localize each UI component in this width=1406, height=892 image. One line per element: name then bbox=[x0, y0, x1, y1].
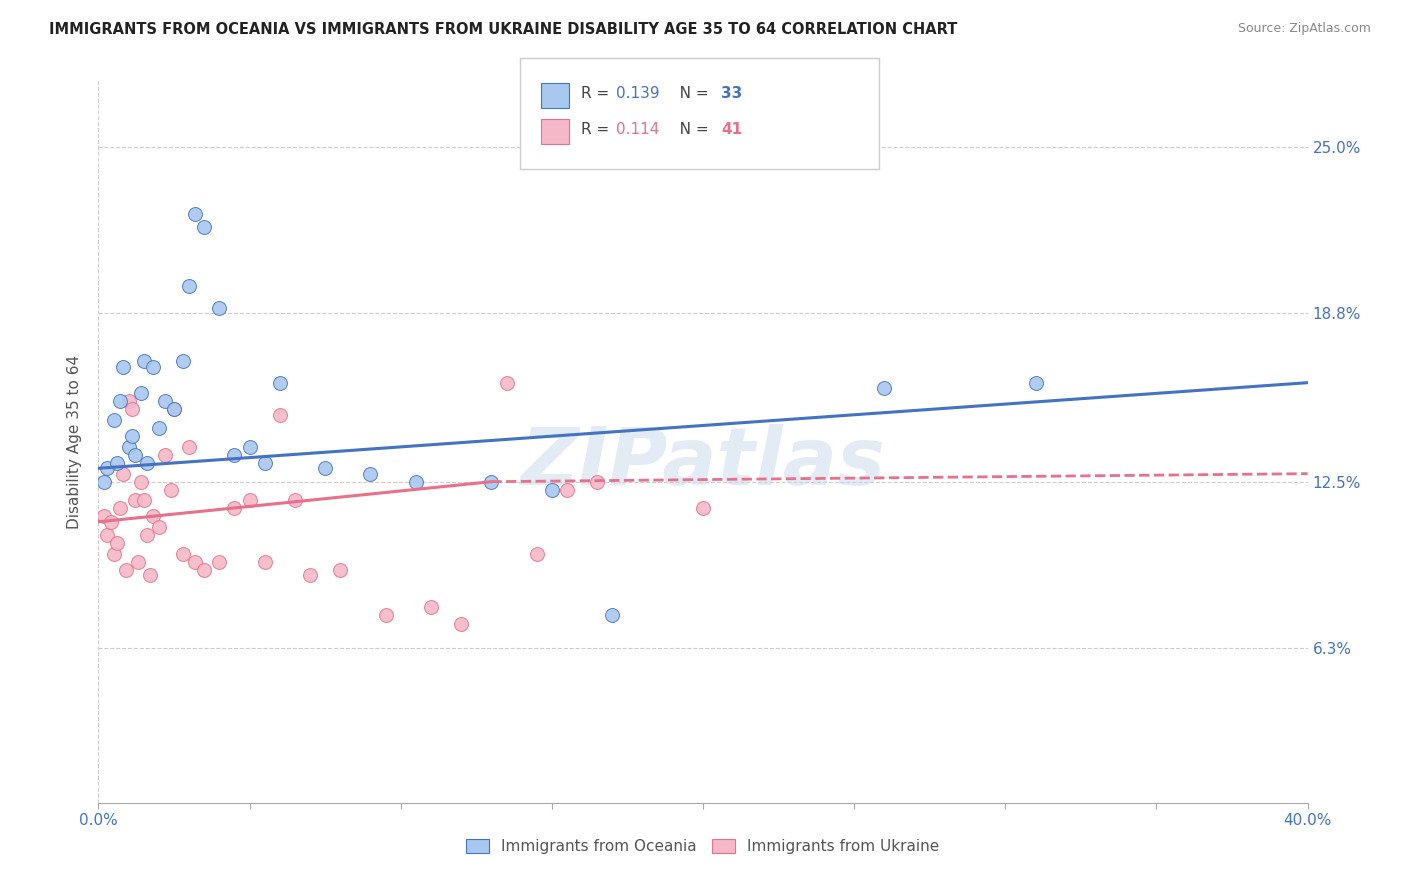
Text: N =: N = bbox=[665, 87, 713, 101]
Point bbox=[139, 568, 162, 582]
Point bbox=[153, 394, 176, 409]
Point bbox=[135, 456, 157, 470]
Point bbox=[172, 547, 194, 561]
Point bbox=[481, 475, 503, 489]
Point bbox=[540, 483, 562, 497]
Point bbox=[253, 456, 276, 470]
Text: ZIPatlas: ZIPatlas bbox=[520, 425, 886, 502]
Point bbox=[314, 461, 336, 475]
Point bbox=[184, 555, 207, 569]
Legend: Immigrants from Oceania, Immigrants from Ukraine: Immigrants from Oceania, Immigrants from… bbox=[460, 833, 946, 860]
Text: 0.139: 0.139 bbox=[616, 87, 659, 101]
Point bbox=[124, 493, 146, 508]
Point bbox=[692, 501, 714, 516]
Point bbox=[163, 402, 186, 417]
Point bbox=[121, 402, 143, 417]
Point bbox=[127, 555, 149, 569]
Point bbox=[93, 475, 115, 489]
Point bbox=[420, 600, 443, 615]
Text: 0.114: 0.114 bbox=[616, 122, 659, 136]
Point bbox=[329, 563, 352, 577]
Point bbox=[602, 608, 624, 623]
Point bbox=[100, 515, 122, 529]
Point bbox=[179, 279, 201, 293]
Point bbox=[224, 448, 246, 462]
Point bbox=[132, 493, 155, 508]
Point bbox=[172, 354, 194, 368]
Point bbox=[208, 555, 231, 569]
Point bbox=[129, 386, 152, 401]
Point bbox=[239, 493, 262, 508]
Point bbox=[111, 359, 134, 374]
Point bbox=[450, 616, 472, 631]
Point bbox=[239, 440, 262, 454]
Point bbox=[160, 483, 183, 497]
Point bbox=[284, 493, 307, 508]
Point bbox=[148, 520, 170, 534]
Text: R =: R = bbox=[581, 87, 614, 101]
Point bbox=[555, 483, 578, 497]
Point bbox=[269, 376, 291, 390]
Point bbox=[114, 563, 136, 577]
Point bbox=[142, 509, 165, 524]
Point bbox=[103, 547, 125, 561]
Point bbox=[96, 461, 118, 475]
Point bbox=[105, 536, 128, 550]
Point bbox=[184, 207, 207, 221]
Point bbox=[1024, 376, 1046, 390]
Point bbox=[526, 547, 548, 561]
Point bbox=[495, 376, 517, 390]
Point bbox=[586, 475, 609, 489]
Text: N =: N = bbox=[665, 122, 713, 136]
Text: R =: R = bbox=[581, 122, 614, 136]
Point bbox=[121, 429, 143, 443]
Point bbox=[299, 568, 322, 582]
Point bbox=[873, 381, 896, 395]
Point bbox=[105, 456, 128, 470]
Point bbox=[269, 408, 291, 422]
Point bbox=[103, 413, 125, 427]
Point bbox=[224, 501, 246, 516]
Y-axis label: Disability Age 35 to 64: Disability Age 35 to 64 bbox=[67, 354, 83, 529]
Point bbox=[163, 402, 186, 417]
Point bbox=[111, 467, 134, 481]
Point bbox=[108, 394, 131, 409]
Text: Source: ZipAtlas.com: Source: ZipAtlas.com bbox=[1237, 22, 1371, 36]
Point bbox=[193, 220, 215, 235]
Point bbox=[129, 475, 152, 489]
Point bbox=[96, 528, 118, 542]
Point bbox=[208, 301, 231, 315]
Point bbox=[93, 509, 115, 524]
Text: 33: 33 bbox=[721, 87, 742, 101]
Point bbox=[153, 448, 176, 462]
Point bbox=[132, 354, 155, 368]
Point bbox=[108, 501, 131, 516]
Point bbox=[253, 555, 276, 569]
Point bbox=[374, 608, 396, 623]
Point bbox=[135, 528, 157, 542]
Text: 41: 41 bbox=[721, 122, 742, 136]
Point bbox=[124, 448, 146, 462]
Point bbox=[179, 440, 201, 454]
Point bbox=[118, 440, 141, 454]
Text: IMMIGRANTS FROM OCEANIA VS IMMIGRANTS FROM UKRAINE DISABILITY AGE 35 TO 64 CORRE: IMMIGRANTS FROM OCEANIA VS IMMIGRANTS FR… bbox=[49, 22, 957, 37]
Point bbox=[142, 359, 165, 374]
Point bbox=[405, 475, 427, 489]
Point bbox=[193, 563, 215, 577]
Point bbox=[118, 394, 141, 409]
Point bbox=[360, 467, 382, 481]
Point bbox=[148, 421, 170, 435]
